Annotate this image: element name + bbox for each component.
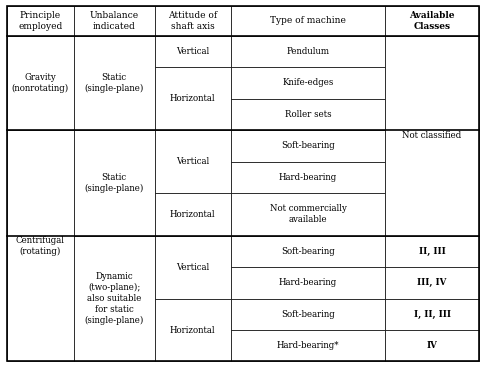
Text: Static
(single-plane): Static (single-plane)	[85, 173, 144, 193]
Bar	[231, 130, 385, 161]
Bar	[231, 99, 385, 130]
Text: III, IV: III, IV	[417, 278, 447, 287]
Text: Hard-bearing: Hard-bearing	[279, 173, 337, 182]
Bar	[385, 267, 479, 298]
Text: Available
Classes: Available Classes	[409, 11, 455, 30]
Bar	[231, 67, 385, 99]
Text: Pendulum: Pendulum	[287, 47, 330, 56]
Text: Vertical: Vertical	[176, 47, 209, 56]
Bar	[155, 67, 231, 130]
Bar	[7, 130, 73, 361]
Text: II, III: II, III	[418, 247, 446, 256]
Bar	[155, 193, 231, 236]
Bar	[231, 193, 385, 236]
Bar	[231, 298, 385, 330]
Text: Centrifugal
(rotating): Centrifugal (rotating)	[16, 236, 65, 256]
Bar	[231, 36, 385, 67]
Bar	[73, 6, 155, 36]
Text: Vertical: Vertical	[176, 157, 209, 166]
Bar	[7, 6, 73, 36]
Text: IV: IV	[427, 341, 437, 350]
Text: I, II, III: I, II, III	[414, 310, 451, 319]
Text: Dynamic
(two-plane);
also suitable
for static
(single-plane): Dynamic (two-plane); also suitable for s…	[85, 272, 144, 325]
Bar	[231, 330, 385, 361]
Text: Horizontal: Horizontal	[170, 94, 215, 103]
Bar	[73, 130, 155, 236]
Bar	[231, 236, 385, 267]
Bar	[155, 236, 231, 298]
Bar	[231, 161, 385, 193]
Bar	[385, 298, 479, 330]
Bar	[385, 236, 479, 267]
Bar	[231, 267, 385, 298]
Bar	[385, 330, 479, 361]
Text: Horizontal: Horizontal	[170, 326, 215, 335]
Text: Unbalance
indicated: Unbalance indicated	[89, 11, 139, 30]
Bar	[155, 36, 231, 67]
Text: Horizontal: Horizontal	[170, 210, 215, 219]
Bar	[73, 36, 155, 130]
Text: Soft-bearing: Soft-bearing	[281, 310, 335, 319]
Text: Gravity
(nonrotating): Gravity (nonrotating)	[12, 73, 69, 93]
Text: Roller sets: Roller sets	[285, 110, 331, 119]
Bar	[385, 36, 479, 236]
Text: Type of machine: Type of machine	[270, 16, 346, 25]
Text: Attitude of
shaft axis: Attitude of shaft axis	[168, 11, 217, 30]
Text: Not classified: Not classified	[402, 131, 462, 140]
Bar	[155, 6, 231, 36]
Text: Hard-bearing*: Hard-bearing*	[277, 341, 339, 350]
Bar	[155, 130, 231, 193]
Text: Hard-bearing: Hard-bearing	[279, 278, 337, 287]
Text: Soft-bearing: Soft-bearing	[281, 141, 335, 150]
Bar	[385, 6, 479, 36]
Text: Vertical: Vertical	[176, 262, 209, 272]
Text: Static
(single-plane): Static (single-plane)	[85, 73, 144, 93]
Bar	[7, 36, 73, 130]
Bar	[155, 298, 231, 361]
Text: Principle
employed: Principle employed	[18, 11, 63, 30]
Bar	[73, 236, 155, 361]
Bar	[231, 6, 385, 36]
Text: Knife-edges: Knife-edges	[282, 79, 334, 87]
Text: Soft-bearing: Soft-bearing	[281, 247, 335, 256]
Text: Not commercially
available: Not commercially available	[270, 204, 347, 224]
